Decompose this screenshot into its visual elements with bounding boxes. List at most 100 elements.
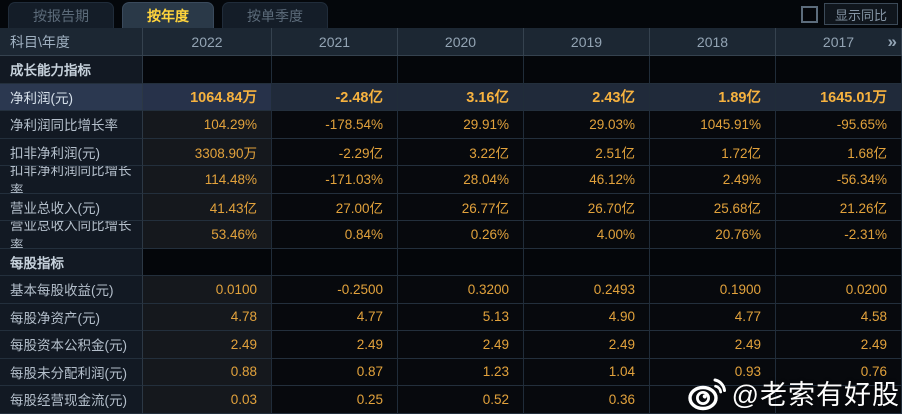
row-label: 净利润(元) [0,83,143,111]
year-header-2019[interactable]: 2019 [524,28,650,56]
cell-value [143,56,272,84]
cell-value: 53.46% [143,221,272,249]
cell-value: 28.04% [398,166,524,194]
cell-value: 26.70亿 [524,193,650,221]
table-row: 每股资本公积金(元) 2.49 2.49 2.49 2.49 2.49 2.49 [0,331,902,359]
cell-value: 5.13 [398,303,524,331]
cell-value: 1.04 [524,358,650,386]
cell-value: 1064.84万 [143,83,272,111]
table-row: 净利润同比增长率 104.29% -178.54% 29.91% 29.03% 1045.… [0,111,902,139]
corner-header: 科目\年度 [0,28,143,56]
cell-value: 20.76% [650,221,776,249]
table-row: 营业总收入同比增长率 53.46% 0.84% 0.26% 4.00% 20.76% -2.… [0,221,902,249]
cell-value: -56.34% [776,166,902,194]
cell-value: 3.16亿 [398,83,524,111]
table-row: 每股净资产(元) 4.78 4.77 5.13 4.90 4.77 4.58 [0,303,902,331]
cell-value: 3308.90万 [143,138,272,166]
cell-value [272,248,398,276]
cell-value [776,248,902,276]
cell-value: 0.1900 [650,276,776,304]
cell-value: 0.52 [398,386,524,414]
cell-value: 2.49 [143,331,272,359]
cell-value: 114.48% [143,166,272,194]
table-row: 营业总收入(元) 41.43亿 27.00亿 26.77亿 26.70亿 25.68亿 21… [0,193,902,221]
cell-value [272,56,398,84]
cell-value: 0.2493 [524,276,650,304]
cell-value: 0.0200 [776,276,902,304]
cell-value: 21.26亿 [776,193,902,221]
cell-value: 2.49 [524,331,650,359]
cell-value: 2.49 [272,331,398,359]
cell-value: 1645.01万 [776,83,902,111]
watermark-handle: @老索有好股 [731,380,900,410]
table-row: 扣非净利润同比增长率 114.48% -171.03% 28.04% 46.12% 2.4… [0,166,902,194]
year-header-2017[interactable]: 2017 » [776,28,902,56]
row-label: 营业总收入(元) [0,193,143,221]
row-label: 每股未分配利润(元) [0,358,143,386]
row-label: 每股指标 [0,248,143,276]
yoy-controls: 显示同比 [800,3,898,25]
cell-value: 0.84% [272,221,398,249]
cell-value [524,248,650,276]
row-label: 基本每股收益(元) [0,276,143,304]
cell-value: 0.76 [776,358,902,386]
cell-value: 3.22亿 [398,138,524,166]
cell-value: -95.65% [776,111,902,139]
cell-value: 27.00亿 [272,193,398,221]
table-header: 科目\年度 2022 2021 2020 2019 2018 2017 » [0,28,902,56]
year-header-2017-label: 2017 [822,33,855,50]
table-row: 扣非净利润(元) 3308.90万 -2.29亿 3.22亿 2.51亿 1.72亿 1.6… [0,138,902,166]
cell-value: 0.88 [143,358,272,386]
cell-value: -171.03% [272,166,398,194]
cell-value: -2.48亿 [272,83,398,111]
row-label: 扣非净利润(元) [0,138,143,166]
cell-value: 0.26% [398,221,524,249]
tab-by-report-period[interactable]: 按报告期 [8,2,114,28]
cell-value: 0.87 [272,358,398,386]
cell-value: 1.72亿 [650,138,776,166]
period-tabbar: 按报告期 按年度 按单季度 显示同比 [0,0,902,28]
cell-value: 0.0100 [143,276,272,304]
cell-value: 2.51亿 [524,138,650,166]
year-header-2020[interactable]: 2020 [398,28,524,56]
cell-value: 0.36 [524,386,650,414]
show-yoy-label[interactable]: 显示同比 [823,3,898,25]
cell-value: 29.03% [524,111,650,139]
watermark: @老索有好股 [686,373,900,412]
cell-value: 0.25 [272,386,398,414]
year-header-2021[interactable]: 2021 [272,28,398,56]
cell-value: 0.3200 [398,276,524,304]
show-yoy-checkbox[interactable] [800,5,818,23]
cell-value: 2.49 [650,331,776,359]
cell-value: 25.68亿 [650,193,776,221]
cell-value [776,386,902,414]
cell-value: 2.49% [650,166,776,194]
cell-value: 29.91% [398,111,524,139]
cell-value: 1.23 [398,358,524,386]
cell-value [143,248,272,276]
year-header-2018[interactable]: 2018 [650,28,776,56]
row-label: 每股经营现金流(元) [0,386,143,414]
cell-value: 26.77亿 [398,193,524,221]
tab-by-year[interactable]: 按年度 [122,2,214,28]
cell-value [650,248,776,276]
cell-value: 1045.91% [650,111,776,139]
table-row: 净利润(元) 1064.84万 -2.48亿 3.16亿 2.43亿 1.89亿 1645.… [0,83,902,111]
cell-value: 4.77 [650,303,776,331]
cell-value: 0.03 [143,386,272,414]
cell-value: -2.29亿 [272,138,398,166]
more-years-chevron-icon[interactable]: » [887,31,898,51]
cell-value: 4.90 [524,303,650,331]
year-header-2022[interactable]: 2022 [143,28,272,56]
row-label: 营业总收入同比增长率 [0,221,143,249]
row-label: 成长能力指标 [0,56,143,84]
cell-value [398,248,524,276]
cell-value: 2.49 [776,331,902,359]
row-label: 每股净资产(元) [0,303,143,331]
row-label: 每股资本公积金(元) [0,331,143,359]
cell-value [650,56,776,84]
cell-value: -178.54% [272,111,398,139]
table-row: 每股未分配利润(元) 0.88 0.87 1.23 1.04 0.93 0.76 [0,358,902,386]
tab-by-single-quarter[interactable]: 按单季度 [222,2,328,28]
cell-value [524,56,650,84]
